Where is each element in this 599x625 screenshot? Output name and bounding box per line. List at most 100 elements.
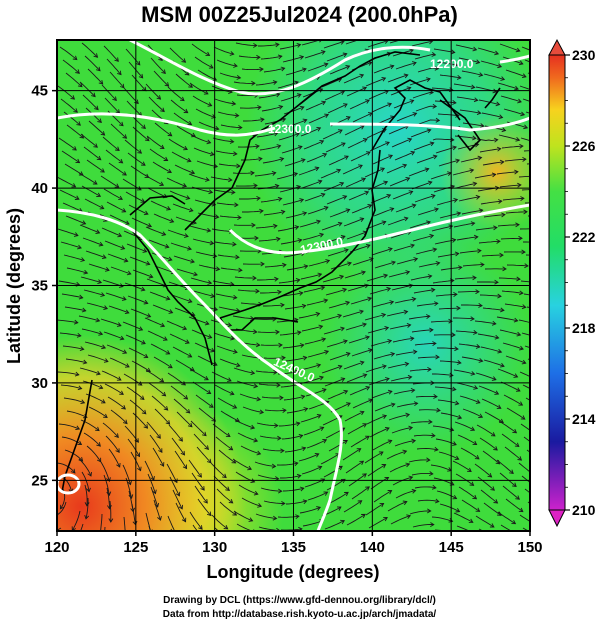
streamline-arrow: [159, 377, 165, 383]
streamline: [150, 486, 159, 508]
streamline: [258, 238, 280, 242]
streamline-arrow: [121, 296, 127, 301]
streamline-arrow: [523, 124, 529, 130]
streamline-arrow: [163, 156, 169, 161]
streamline: [255, 225, 277, 229]
streamline: [501, 290, 523, 294]
streamline-arrow: [402, 449, 408, 455]
streamline-arrow: [187, 298, 193, 304]
streamline: [307, 350, 329, 358]
streamline-arrow: [432, 103, 438, 109]
streamline-arrow: [272, 515, 278, 521]
streamline-arrow: [277, 289, 282, 295]
streamline-arrow: [544, 78, 548, 82]
streamline-arrow: [448, 318, 453, 324]
streamline-arrow: [478, 358, 484, 363]
streamline: [520, 280, 530, 283]
streamline: [410, 421, 432, 424]
streamline-arrow: [275, 42, 280, 48]
streamline-arrow: [100, 292, 106, 297]
streamline-arrow: [545, 129, 549, 133]
streamline: [190, 277, 212, 284]
streamline-arrow: [430, 522, 435, 527]
streamline: [500, 237, 523, 240]
streamline-arrow: [426, 77, 431, 83]
streamline: [417, 499, 439, 503]
streamline-arrow: [98, 79, 104, 85]
streamline: [123, 230, 144, 240]
streamline-arrow: [260, 261, 265, 267]
streamline: [214, 384, 234, 395]
streamline-arrow: [429, 471, 434, 477]
streamline-arrow: [409, 99, 415, 104]
streamline-arrow: [402, 163, 408, 169]
streamline: [81, 328, 103, 335]
streamline: [60, 98, 78, 113]
streamline-arrow: [470, 426, 476, 431]
streamline-arrow: [295, 514, 300, 520]
streamline: [176, 125, 196, 137]
streamline-arrow: [159, 144, 165, 149]
streamline: [172, 489, 183, 510]
streamline-arrow: [516, 276, 521, 282]
streamline: [83, 289, 105, 296]
streamline-arrow: [454, 400, 460, 406]
streamline-arrow: [517, 456, 523, 461]
streamline-arrow: [260, 117, 265, 123]
streamline: [264, 264, 286, 268]
streamline: [175, 73, 193, 88]
colorbar-min-arrow: [548, 509, 566, 528]
streamline-arrow: [345, 300, 351, 306]
streamline: [475, 227, 497, 231]
x-tick-label: 135: [281, 539, 306, 556]
streamline-arrow: [97, 118, 102, 124]
streamline: [65, 215, 86, 225]
streamline: [280, 239, 302, 245]
streamline: [346, 87, 367, 97]
streamline-arrow: [367, 204, 373, 209]
streamline-arrow: [514, 442, 520, 448]
streamline: [172, 346, 192, 358]
contour-line-12400-b: [228, 203, 530, 255]
streamline-arrow: [204, 320, 210, 326]
streamline-arrow: [257, 105, 262, 110]
streamline: [436, 490, 457, 499]
streamline-arrow: [359, 217, 365, 222]
streamline: [216, 488, 233, 504]
streamline-arrow: [403, 216, 409, 222]
streamline-arrow: [541, 65, 545, 69]
streamline-arrow: [489, 523, 495, 528]
streamline: [522, 98, 530, 102]
streamline: [477, 333, 499, 339]
streamline: [389, 463, 410, 473]
streamline: [64, 449, 83, 462]
streamline-arrow: [206, 458, 212, 464]
streamline: [84, 55, 101, 72]
streamline-arrow: [408, 190, 414, 195]
streamline-arrow: [535, 485, 539, 489]
streamline-arrow: [98, 330, 104, 336]
streamline: [109, 71, 125, 88]
streamline-arrow: [434, 301, 439, 307]
streamline-arrow: [524, 263, 529, 269]
streamline: [59, 46, 78, 60]
streamline: [153, 499, 161, 521]
streamline-arrow: [103, 305, 109, 310]
streamline-arrow: [225, 432, 231, 437]
streamline: [301, 180, 322, 189]
streamline-arrow: [139, 395, 145, 400]
streamline: [108, 162, 127, 176]
streamline: [59, 189, 80, 200]
streamline: [213, 332, 235, 340]
streamline: [61, 436, 82, 445]
streamline: [110, 123, 127, 139]
streamline: [390, 87, 411, 96]
streamline-arrow: [467, 467, 472, 472]
streamline-arrow: [112, 96, 117, 102]
streamline-arrow: [542, 510, 546, 514]
streamline: [411, 472, 433, 476]
streamline: [430, 464, 452, 472]
streamline: [279, 44, 301, 50]
streamline: [239, 393, 261, 401]
streamline: [343, 218, 364, 227]
